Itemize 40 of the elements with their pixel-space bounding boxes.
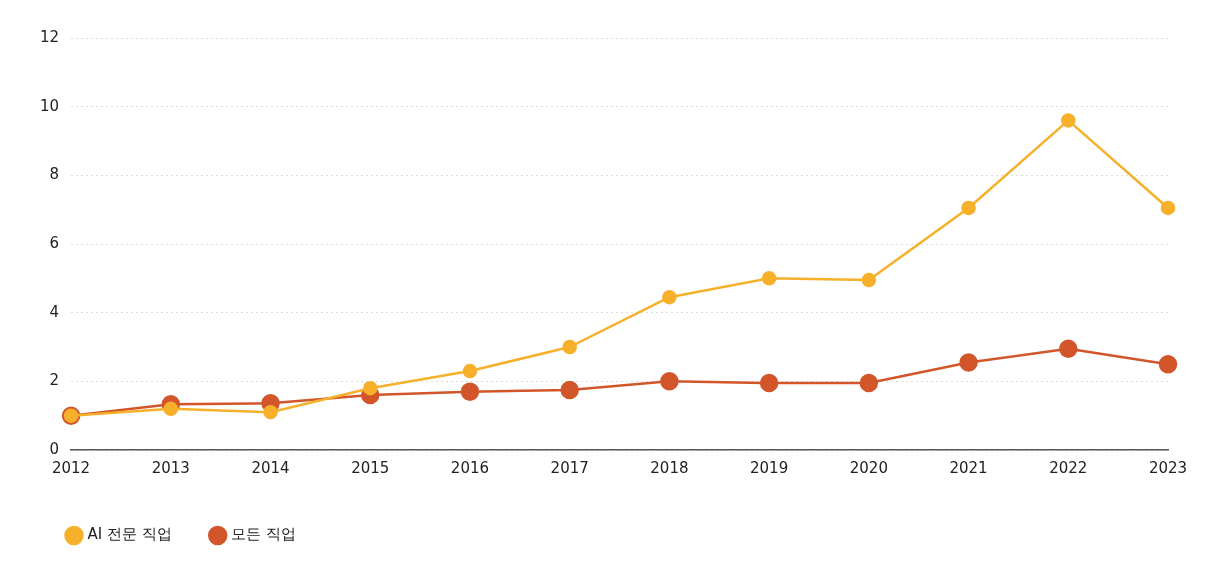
point: [163, 401, 179, 417]
point: [859, 373, 879, 393]
y-tick-label: 2: [49, 371, 60, 390]
x-tick-label: 2023: [1148, 458, 1188, 477]
point: [462, 363, 478, 379]
point: [263, 404, 278, 420]
y-tick-label: 12: [39, 27, 60, 46]
point: [961, 200, 976, 216]
y-tick-label: 10: [39, 96, 60, 115]
legend-label: AI 전문 직업: [87, 525, 172, 544]
point: [759, 373, 779, 393]
legend-label: 모든 직업: [231, 525, 296, 544]
x-tick-label: 2022: [1049, 458, 1088, 477]
x-tick-label: 2013: [151, 458, 190, 477]
x-tick-label: 2017: [550, 458, 589, 477]
point: [660, 372, 679, 391]
point: [1059, 339, 1078, 358]
point: [560, 380, 579, 400]
point: [1158, 354, 1178, 374]
x-tick-label: 2020: [849, 458, 888, 477]
point: [761, 271, 777, 286]
x-tick-label: 2012: [51, 458, 91, 477]
x-tick-label: 2019: [750, 458, 789, 477]
x-tick-label: 2015: [351, 458, 390, 477]
point: [861, 272, 877, 288]
point: [1160, 200, 1176, 216]
y-tick-label: 0: [49, 439, 60, 458]
x-tick-label: 2018: [650, 458, 689, 477]
point: [562, 339, 577, 355]
point: [460, 382, 480, 401]
y-tick-label: 6: [49, 233, 60, 252]
y-tick-label: 4: [49, 302, 60, 321]
y-tick-label: 8: [49, 165, 60, 184]
point: [1061, 113, 1076, 128]
point: [363, 380, 378, 396]
x-tick-label: 2016: [450, 458, 490, 477]
x-tick-label: 2021: [949, 458, 988, 477]
x-tick-label: 2014: [251, 458, 290, 477]
point: [662, 289, 677, 305]
point: [959, 353, 978, 372]
